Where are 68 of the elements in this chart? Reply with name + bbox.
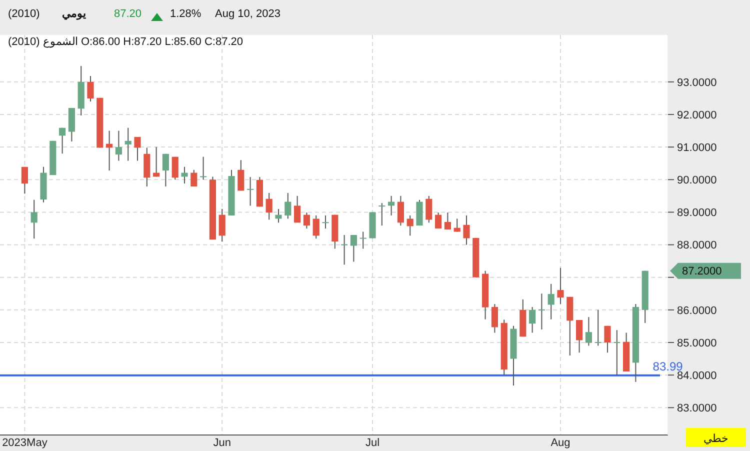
candlestick [68,107,75,142]
text: Aug 10, 2023 [215,8,280,20]
candlestick [576,320,583,354]
text: 1.28% [170,8,202,20]
candlestick [115,130,122,162]
candlestick [557,267,564,305]
candlestick [200,156,207,180]
candlestick [416,199,423,226]
candlestick [144,147,150,187]
candlestick [275,208,282,224]
text: يومي [62,8,86,21]
candlestick [426,195,432,224]
y-tick-label: 85.0000 [677,337,717,350]
y-tick-label: 90.0000 [677,174,717,186]
candlestick [360,231,366,250]
candlestick [21,166,28,194]
candlestick [294,195,301,224]
candlestick [378,202,386,226]
candlestick [247,176,254,206]
candlestick [491,304,498,334]
y-tick-label: 86.0000 [677,304,717,317]
candlestick [341,234,348,266]
candlestick [87,76,94,102]
candlestick [190,169,198,187]
candlestick [134,136,141,162]
candlestick [59,127,66,154]
candlestick [266,192,272,220]
candlestick [238,160,244,192]
candlestick [218,208,226,242]
candlestick [548,283,554,320]
candlestick [614,330,620,376]
text: خطي [704,432,728,445]
candlestick [604,325,611,354]
candlestick [350,234,357,262]
x-tick-label: Jul [365,437,380,449]
candlestick [397,195,404,226]
candlestick [585,316,592,346]
y-tick-label: 92.0000 [677,109,717,122]
chart-subtitle: الشموع (2010) O:86.00 H:87.20 L:85.60 C:87.20 [8,36,244,48]
candlestick [463,214,470,246]
y-tick-label: 93.0000 [677,76,717,89]
candlestick [172,156,178,180]
candlestick [322,214,329,229]
text: 87.2000 [682,266,722,278]
candlestick [594,309,602,346]
candlestick [444,212,451,230]
x-tick-label: Jun [213,437,231,449]
candlestick [284,192,292,220]
candlestick [566,296,574,356]
y-tick-label: 91.0000 [677,142,717,154]
candlestick [406,214,414,236]
y-tick-label: 89.0000 [677,207,717,220]
candlestick [30,199,38,240]
candlestick [303,212,310,229]
text: (2010) [8,8,40,20]
y-tick-label: 83.0000 [677,402,717,414]
candlestick [538,293,545,330]
x-tick-label: 2023May [2,437,48,449]
y-tick-label: 84.0000 [677,370,717,382]
candlestick [181,166,188,184]
candlestick [529,306,536,334]
text: 87.20 [114,8,142,20]
candlestick [162,153,169,187]
y-tick-label: 88.0000 [677,240,717,252]
candlestick [312,214,320,240]
candlestick [124,127,132,162]
x-tick-label: Aug [550,437,570,449]
candlestick [435,212,442,229]
